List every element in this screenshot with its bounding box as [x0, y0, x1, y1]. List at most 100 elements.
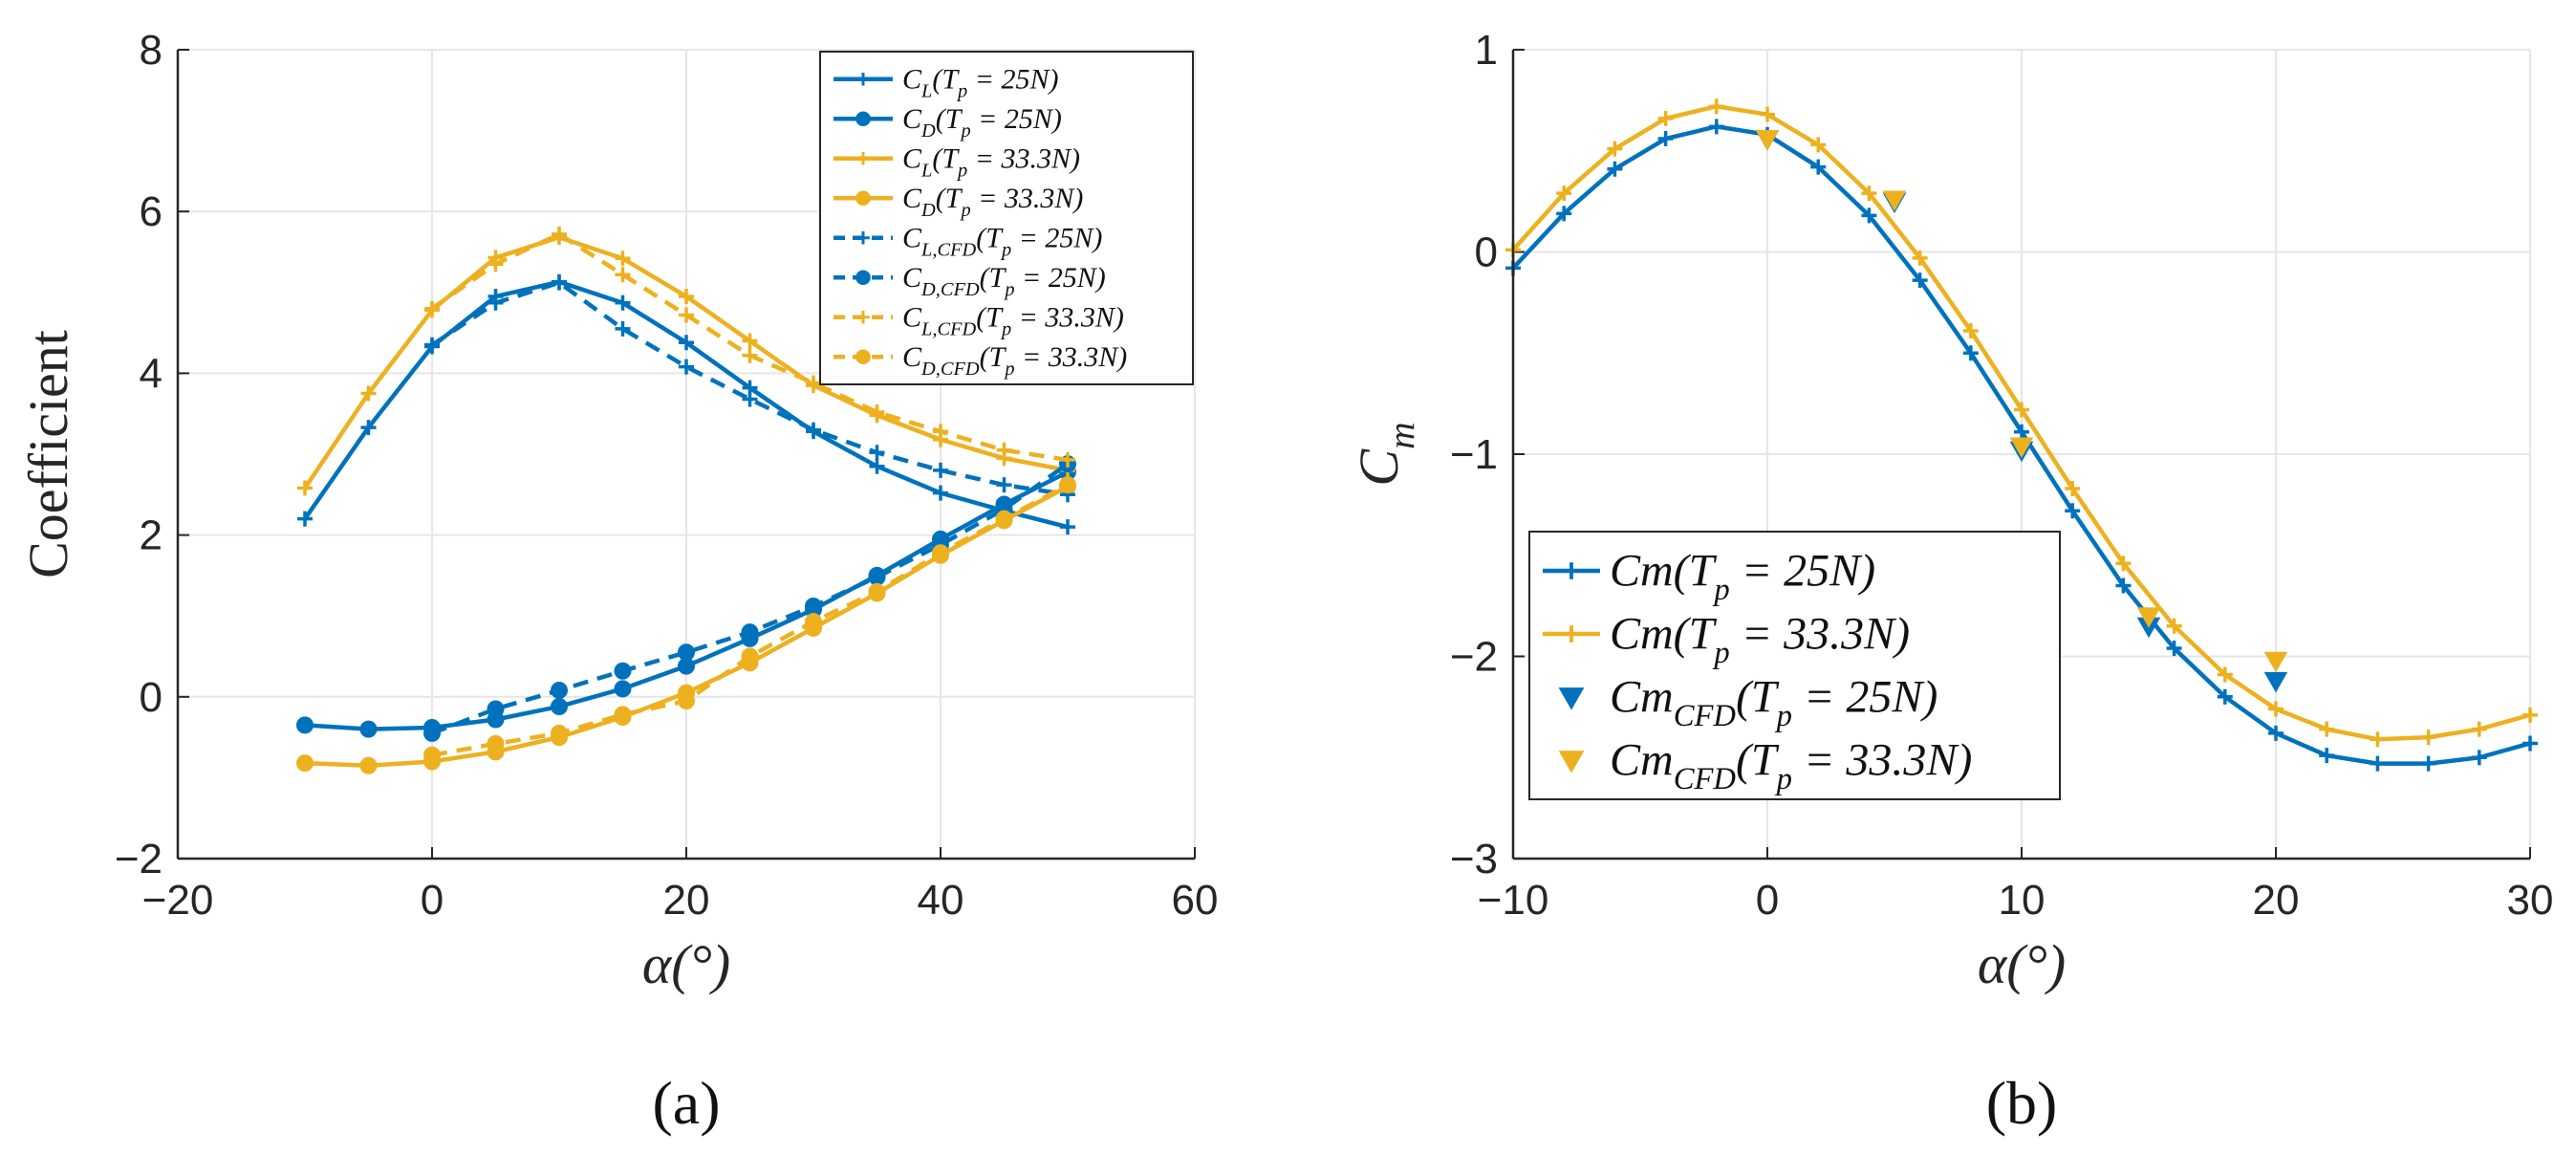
data-point [2136, 607, 2161, 628]
data-point [679, 335, 694, 351]
y-tick-label: 6 [140, 188, 162, 235]
data-point [2065, 503, 2081, 519]
y-tick-label: −2 [115, 836, 162, 883]
legend-label: Cm(Tp = 33.3N) [1610, 608, 1910, 669]
x-axis-label: α(°) [642, 933, 730, 995]
data-point [551, 724, 568, 742]
data-point [2420, 755, 2436, 772]
y-tick-label: 0 [1475, 229, 1498, 276]
y-tick-label: −1 [1450, 431, 1498, 478]
data-point [678, 692, 695, 710]
data-point [679, 359, 694, 375]
data-point [805, 613, 822, 631]
data-point [741, 623, 759, 642]
x-tick-label: 0 [421, 877, 444, 924]
data-point [487, 734, 505, 752]
data-point [742, 347, 758, 363]
x-tick-label: 30 [2507, 877, 2554, 924]
data-point [2263, 651, 2288, 673]
data-point [487, 294, 504, 311]
data-point [423, 746, 441, 764]
data-point [1882, 190, 1907, 212]
data-point [614, 680, 632, 698]
data-point [1810, 137, 1827, 153]
x-tick-label: 40 [918, 877, 964, 924]
x-axis-label: α(°) [1978, 933, 2066, 995]
legend-label: CL(Tp = 25N) [902, 63, 1059, 101]
data-point [869, 458, 885, 474]
data-point [2263, 671, 2288, 693]
data-point [1059, 476, 1076, 494]
data-point [615, 294, 631, 311]
legend-label: CmCFD(Tp = 33.3N) [1610, 734, 1972, 795]
legend-label: CD(Tp = 33.3N) [902, 183, 1083, 221]
data-point [2166, 641, 2182, 657]
data-point [806, 422, 821, 438]
data-point [297, 511, 313, 527]
data-point [2471, 750, 2487, 766]
x-tick-label: 0 [1756, 877, 1779, 924]
data-point [2014, 402, 2029, 418]
data-point [869, 445, 885, 461]
data-point [1962, 322, 1979, 338]
data-point [424, 300, 440, 316]
x-tick-label: 20 [663, 877, 710, 924]
data-point [487, 256, 504, 272]
data-point [614, 706, 632, 724]
legend-swatch-marker [855, 349, 871, 365]
data-point [552, 274, 567, 291]
y-tick-label: 2 [140, 512, 162, 559]
data-point [932, 544, 949, 562]
legend-label: CD,CFD(Tp = 33.3N) [902, 341, 1127, 380]
data-point [741, 647, 759, 665]
legend-swatch-marker [856, 151, 870, 165]
data-point [1755, 130, 1780, 151]
data-point [1760, 106, 1775, 122]
data-point [806, 375, 821, 391]
legend: CL(Tp = 25N)CD(Tp = 25N)CL(Tp = 33.3N)CD… [819, 51, 1194, 385]
data-point [1060, 519, 1075, 535]
data-point [1657, 131, 1674, 147]
x-tick-label: 10 [1999, 877, 2046, 924]
data-point [1810, 159, 1827, 175]
y-axis-label: Coefficient [17, 330, 79, 578]
legend-label: Cm(Tp = 25N) [1610, 545, 1875, 606]
data-point [552, 226, 567, 242]
data-point [679, 307, 694, 323]
data-point [2217, 666, 2233, 683]
data-point [551, 697, 568, 715]
data-point [615, 267, 631, 283]
data-point [2268, 701, 2284, 717]
y-tick-label: 0 [140, 674, 162, 721]
data-point [296, 754, 314, 773]
legend-swatch-marker [855, 270, 871, 286]
panel-label: (a) [652, 1069, 720, 1137]
x-tick-label: 20 [2253, 877, 2300, 924]
data-point [1060, 451, 1075, 468]
data-point [933, 424, 948, 440]
y-tick-label: −2 [1450, 634, 1498, 681]
data-point [2115, 578, 2132, 594]
data-point [360, 420, 377, 436]
data-point [2009, 437, 2034, 459]
data-point [615, 320, 631, 337]
legend-swatch-marker [855, 190, 871, 207]
data-point [2014, 424, 2029, 440]
data-point [1861, 207, 1877, 224]
legend-swatch-marker [856, 230, 870, 245]
y-tick-label: −3 [1450, 836, 1498, 883]
data-point [1607, 161, 1623, 177]
data-point [1708, 98, 1724, 115]
data-point [2420, 730, 2436, 746]
data-point [360, 385, 377, 402]
data-point [868, 582, 886, 600]
data-point [2065, 480, 2081, 496]
legend-label: CD,CFD(Tp = 25N) [902, 262, 1106, 300]
data-point [805, 598, 822, 616]
data-point [1962, 345, 1979, 361]
data-point [2370, 755, 2386, 772]
data-point [679, 289, 694, 305]
data-point [2522, 735, 2538, 752]
